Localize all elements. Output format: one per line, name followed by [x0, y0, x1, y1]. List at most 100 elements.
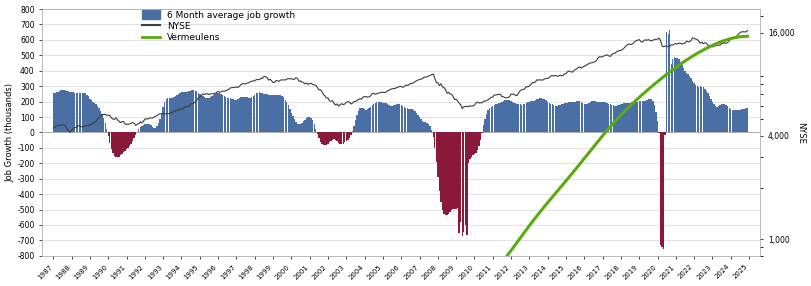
Bar: [416, 113, 417, 132]
Bar: [312, 120, 313, 132]
Bar: [617, 106, 619, 132]
Bar: [706, 91, 707, 132]
Bar: [642, 101, 643, 132]
Bar: [315, 129, 316, 132]
Bar: [432, 132, 434, 137]
Bar: [100, 111, 101, 132]
Bar: [127, 132, 129, 148]
Bar: [82, 93, 83, 132]
Bar: [320, 132, 321, 142]
Bar: [79, 93, 80, 132]
Bar: [712, 102, 713, 132]
Bar: [457, 132, 458, 208]
Bar: [114, 132, 115, 156]
Bar: [451, 132, 453, 210]
Bar: [494, 105, 495, 132]
Bar: [141, 126, 143, 132]
Bar: [570, 102, 571, 132]
Bar: [302, 123, 303, 132]
Bar: [723, 104, 724, 132]
Bar: [92, 102, 94, 132]
Bar: [388, 105, 390, 132]
Bar: [366, 110, 367, 132]
Bar: [62, 90, 63, 132]
Bar: [157, 126, 158, 132]
Bar: [164, 102, 165, 132]
Bar: [294, 120, 295, 132]
Bar: [544, 99, 545, 132]
Bar: [252, 96, 254, 132]
Bar: [179, 93, 181, 132]
Bar: [721, 104, 723, 132]
Bar: [80, 93, 81, 132]
Bar: [645, 101, 646, 132]
Bar: [143, 125, 144, 132]
Bar: [496, 104, 498, 132]
Bar: [590, 102, 591, 132]
Bar: [707, 94, 709, 132]
Bar: [506, 100, 507, 132]
Bar: [187, 92, 188, 132]
Bar: [648, 99, 649, 132]
Bar: [385, 104, 387, 132]
Bar: [250, 98, 251, 132]
Bar: [238, 98, 240, 132]
Bar: [442, 132, 443, 210]
Bar: [216, 93, 217, 132]
Bar: [390, 106, 391, 132]
Bar: [434, 132, 436, 148]
Bar: [588, 103, 590, 132]
Bar: [257, 93, 259, 132]
Bar: [701, 87, 702, 132]
Bar: [714, 106, 716, 132]
Bar: [550, 104, 551, 132]
Bar: [425, 122, 427, 132]
Bar: [730, 109, 732, 132]
Bar: [120, 132, 121, 155]
Bar: [646, 100, 647, 132]
Bar: [611, 105, 612, 132]
Bar: [138, 129, 139, 132]
Bar: [449, 132, 451, 212]
Bar: [144, 124, 146, 132]
Bar: [224, 96, 225, 132]
Bar: [478, 132, 480, 146]
Bar: [221, 94, 222, 132]
Bar: [167, 98, 169, 132]
Bar: [359, 108, 361, 132]
Bar: [461, 132, 463, 236]
Bar: [231, 99, 233, 132]
Bar: [309, 117, 311, 132]
Bar: [316, 132, 318, 134]
Bar: [214, 94, 216, 132]
Bar: [436, 132, 437, 162]
Bar: [538, 99, 539, 132]
Bar: [259, 92, 260, 132]
Bar: [370, 107, 371, 132]
Bar: [650, 99, 652, 132]
Bar: [285, 100, 286, 132]
Bar: [487, 110, 489, 132]
Bar: [724, 104, 725, 132]
Bar: [108, 132, 109, 136]
Bar: [483, 125, 484, 132]
Legend: 6 Month average job growth, NYSE, Vermeulens: 6 Month average job growth, NYSE, Vermeu…: [140, 9, 297, 44]
Bar: [695, 85, 697, 132]
Bar: [672, 59, 673, 132]
Bar: [446, 132, 448, 215]
Bar: [408, 109, 410, 132]
Bar: [492, 106, 493, 132]
Bar: [155, 128, 157, 132]
Bar: [53, 94, 54, 132]
Bar: [598, 102, 599, 132]
Bar: [290, 113, 292, 132]
Bar: [124, 132, 126, 151]
Bar: [347, 132, 349, 140]
Bar: [60, 90, 62, 132]
Bar: [529, 102, 530, 132]
Bar: [444, 132, 446, 215]
Bar: [503, 101, 504, 132]
Bar: [498, 104, 500, 132]
Bar: [727, 106, 728, 132]
Bar: [579, 101, 581, 132]
